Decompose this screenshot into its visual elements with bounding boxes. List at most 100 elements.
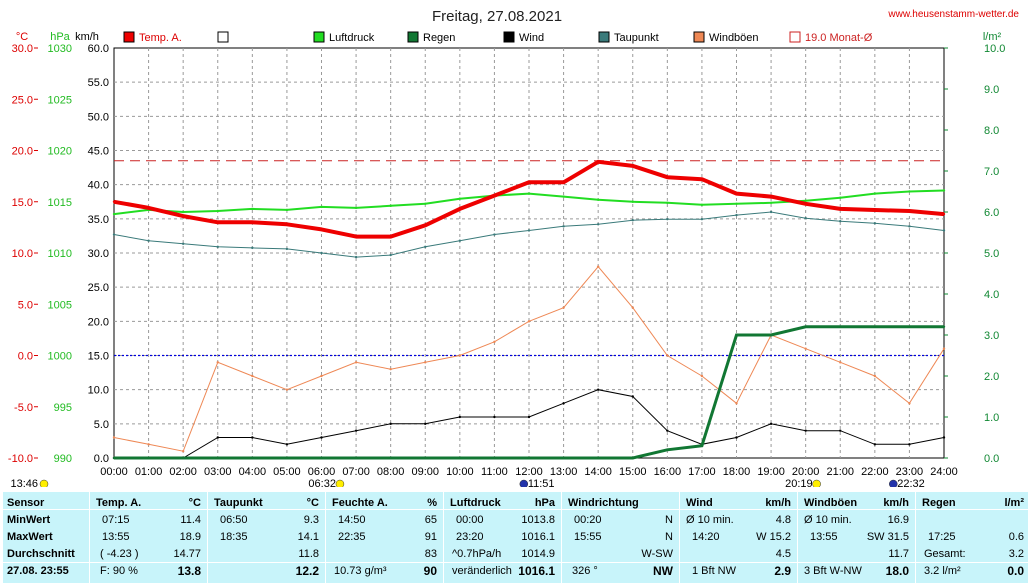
pressure-point: [216, 209, 219, 213]
time-axis-tick: 21:00: [826, 466, 854, 478]
moonrise-time: 22:32: [897, 478, 925, 487]
wind-point: [666, 429, 669, 432]
time-axis-tick: 03:00: [204, 466, 232, 478]
pressure-point: [942, 189, 946, 192]
wdir-avg-value: W-SW: [641, 548, 673, 560]
dewpoint-point: [839, 220, 842, 223]
temperature-point: [908, 209, 911, 213]
rain-header: Regen: [922, 497, 956, 509]
wind-current-value: 2.9: [774, 564, 791, 578]
temp-min-value: 11.4: [180, 514, 201, 526]
rain-point: [147, 456, 150, 460]
dewpoint-point: [631, 219, 634, 222]
gust-point: [112, 436, 116, 439]
rain-total-value: 3.2: [1008, 548, 1024, 560]
gust-point: [354, 361, 358, 364]
legend-label: Taupunkt: [614, 32, 659, 44]
gust-point: [216, 361, 219, 364]
wind-axis-tick: 35.0: [88, 214, 109, 226]
col-gust: Windböen km/h Ø 10 min. 16.9 13:55 SW 31…: [798, 490, 916, 583]
hum-current-value: 90: [423, 564, 437, 578]
rain-point: [181, 456, 185, 460]
rain-point: [458, 456, 462, 460]
rain-point: [769, 333, 773, 337]
wind-header: Wind: [686, 497, 713, 509]
pressure-axis-tick: 1025: [48, 94, 72, 106]
legend-label: Luftdruck: [329, 32, 375, 44]
wind-axis-tick: 50.0: [88, 111, 109, 123]
wind-axis-tick: 0.0: [94, 453, 109, 465]
dewpoint-point: [666, 217, 669, 221]
moonset-time: 13:46: [10, 478, 38, 487]
temp-avg-value: 14.77: [173, 548, 201, 560]
gust-point: [562, 306, 565, 309]
gust-point: [493, 340, 496, 344]
temp-max-value: 18.9: [179, 531, 201, 543]
gust-point: [527, 320, 531, 323]
pressure-axis-tick: 1000: [48, 351, 72, 363]
gust-point: [666, 354, 669, 357]
dewpoint-point: [424, 245, 427, 249]
wind-axis-tick: 30.0: [88, 248, 109, 260]
temp-axis-tick: 10.0: [12, 248, 33, 260]
wind-axis-tick: 20.0: [88, 316, 109, 328]
temp-unit: °C: [188, 497, 201, 509]
pressure-unit-label: hPa: [50, 31, 70, 43]
legend-label: Wind: [519, 32, 544, 44]
rain-point: [735, 333, 738, 337]
pressure-point: [804, 199, 807, 202]
rain-axis-tick: 2.0: [984, 371, 999, 383]
press-current-value: 1016.1: [518, 564, 555, 578]
pressure-point: [839, 196, 842, 199]
dewpoint-point: [596, 223, 600, 226]
wind-axis-tick: 15.0: [88, 351, 109, 363]
rain-max-time: 17:25: [928, 531, 956, 543]
press-max-value: 1016.1: [521, 531, 555, 543]
temp-humidity-note: F: 90 %: [100, 565, 138, 577]
col-dewpoint: Taupunkt °C 06:50 9.3 18:35 14.1 11.8 12…: [208, 490, 326, 583]
wind-axis-tick: 55.0: [88, 77, 109, 89]
gust-point: [804, 347, 807, 350]
rain-point: [942, 325, 946, 328]
gust-max-value: SW 31.5: [866, 531, 909, 543]
pressure-point: [285, 208, 289, 212]
legend-swatch: [313, 31, 325, 43]
rain-point: [804, 325, 807, 328]
wdir-max-time: 15:55: [574, 531, 602, 543]
wdir-min-value: N: [665, 514, 673, 526]
wind-point: [769, 422, 773, 426]
pressure-point: [424, 202, 427, 205]
sunset-icon: [812, 479, 821, 487]
gust-point: [458, 354, 462, 357]
rain-axis-tick: 0.0: [984, 453, 999, 465]
dewpoint-point: [147, 239, 150, 242]
time-axis-tick: 00:00: [100, 466, 128, 478]
press-tendency-note: veränderlich: [452, 565, 512, 577]
hum-unit: %: [427, 497, 437, 509]
time-axis-tick: 12:00: [515, 466, 543, 478]
chart-title: Freitag, 27.08.2021: [432, 8, 562, 25]
hum-header: Feuchte A.: [332, 497, 388, 509]
wind-point: [631, 395, 634, 398]
rain-current-value: 0.0: [1007, 564, 1024, 578]
press-unit: hPa: [534, 497, 555, 509]
wind-bft-note: 1 Bft NW: [692, 565, 737, 577]
rain-point: [251, 456, 254, 460]
temperature-point: [804, 202, 807, 205]
col-pressure: Luftdruck hPa 00:00 1013.8 23:20 1016.1 …: [444, 490, 562, 583]
wind-point: [596, 388, 600, 391]
rain-point: [562, 456, 565, 460]
dewpoint-point: [285, 247, 289, 251]
legend-swatch: [123, 31, 135, 43]
gust-point: [839, 361, 842, 364]
hum-max-time: 22:35: [338, 531, 366, 543]
time-axis-tick: 20:00: [792, 466, 820, 478]
wind-point: [735, 436, 738, 439]
gust-header: Windböen: [804, 497, 858, 509]
wind-avg-label: Ø 10 min.: [686, 514, 734, 526]
rain-total-label: Gesamt:: [924, 548, 966, 560]
wind-point: [458, 415, 462, 419]
temperature-point: [839, 207, 842, 211]
sensor-header: Sensor: [7, 497, 45, 509]
legend-swatch: [407, 31, 419, 43]
